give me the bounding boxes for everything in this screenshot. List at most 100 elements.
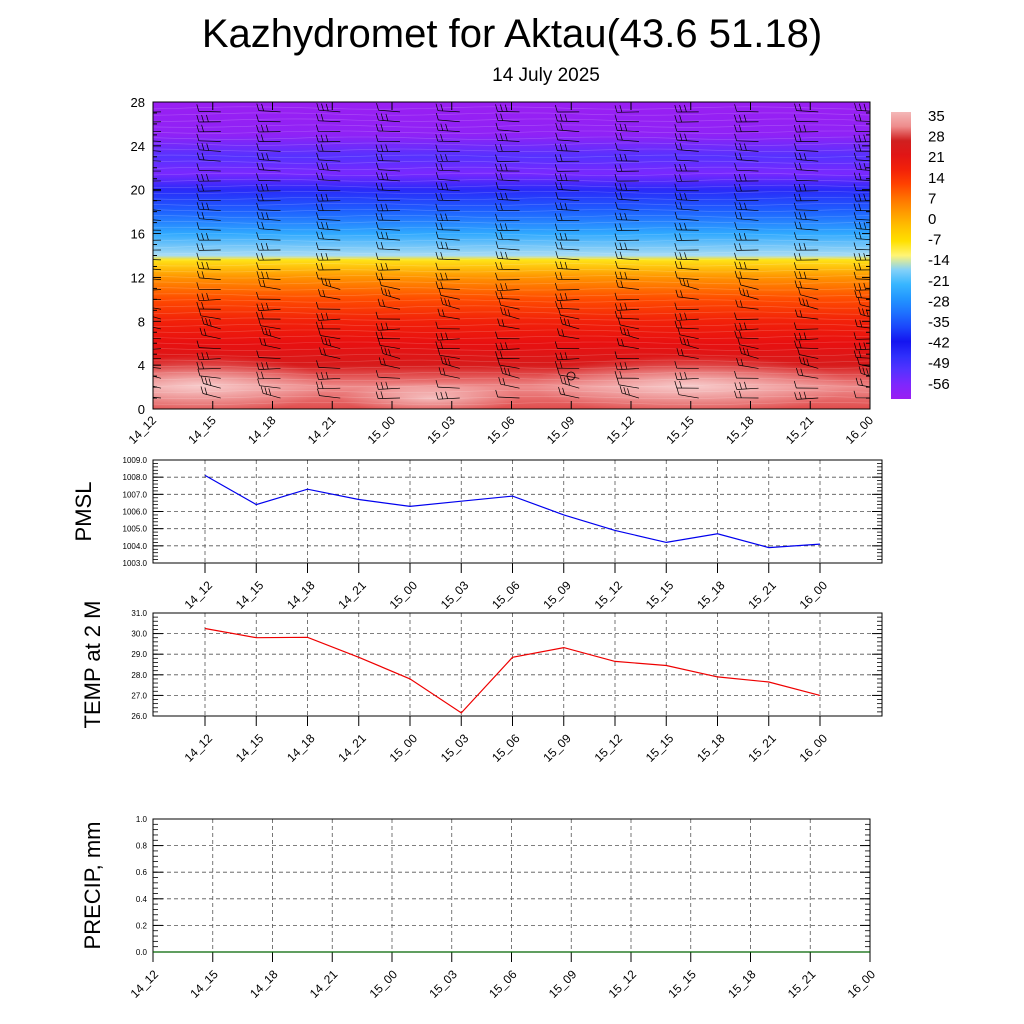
wind-barb — [674, 312, 699, 321]
wind-barb — [614, 351, 640, 359]
wind-barb-flag — [554, 213, 558, 221]
wind-barb-flag — [435, 193, 439, 201]
wind-barb — [679, 336, 699, 350]
wind-barb-flag — [858, 144, 862, 152]
wind-barb-flag — [265, 243, 269, 251]
wind-barb-shaft — [318, 238, 341, 241]
wind-barb-flag — [440, 213, 443, 221]
wind-barb-flag — [435, 182, 439, 190]
wind-barb-flag — [315, 194, 319, 202]
wind-barb-flag — [858, 103, 862, 111]
wind-barb — [375, 272, 401, 280]
wind-barb — [853, 332, 870, 340]
wind-barb-flag — [147, 193, 149, 200]
wind-barb — [614, 174, 640, 182]
wind-barb-flag — [734, 184, 737, 192]
wind-barb-flag — [260, 243, 264, 251]
wind-barb-shaft — [856, 179, 870, 181]
contour-line — [153, 323, 870, 327]
wind-barb — [614, 153, 640, 162]
wind-barb-flag — [435, 321, 439, 329]
wind-barb-flag — [147, 252, 149, 259]
wind-barb — [858, 307, 870, 318]
wind-barb — [259, 337, 281, 350]
wind-barb-flag — [794, 332, 797, 341]
wind-barb-flag — [564, 202, 568, 211]
wind-barb-flag — [674, 163, 678, 172]
wind-barb — [674, 142, 699, 152]
wind-barb — [196, 233, 221, 241]
wind-barb-shaft — [378, 228, 401, 231]
wind-barb — [554, 213, 580, 221]
wind-barb-flag — [500, 232, 503, 240]
wind-barb-flag — [738, 173, 742, 182]
wind-barb — [793, 243, 819, 251]
wind-barb-flag — [440, 272, 443, 280]
wind-barb-flag — [793, 202, 797, 210]
wind-barb-shaft — [497, 247, 520, 251]
wind-barb-shaft — [856, 357, 870, 359]
wind-barb — [376, 162, 401, 172]
wind-barb-flag — [559, 361, 563, 369]
wind-barb-shaft — [318, 367, 341, 369]
wind-barb-flag — [256, 162, 260, 170]
wind-barb-shaft — [498, 188, 520, 192]
wind-barb-flag — [201, 143, 205, 151]
wind-barb-shaft — [562, 382, 580, 389]
x-tick-label: 15_03 — [426, 967, 460, 1001]
contour-line — [153, 281, 870, 285]
wind-barb-flag — [505, 251, 508, 260]
wind-barb-flag — [502, 377, 506, 386]
colorbar-label: -35 — [928, 314, 950, 331]
wind-barb-shaft — [263, 392, 281, 399]
wind-barb-flag — [266, 153, 269, 161]
contour-line — [153, 233, 870, 237]
wind-barb-flag — [744, 381, 747, 389]
wind-barb-flag — [138, 261, 140, 268]
wind-barb-shaft — [198, 368, 221, 370]
wind-barb — [196, 352, 221, 361]
wind-barb-flag — [504, 283, 508, 291]
wind-barb — [256, 152, 281, 162]
wind-barb — [495, 272, 520, 281]
wind-barb-flag — [504, 133, 508, 141]
wind-barb-shaft — [153, 289, 162, 291]
wind-barb-flag — [321, 103, 324, 111]
wind-barb-shaft — [617, 219, 640, 221]
wind-barb-flag — [619, 251, 623, 259]
wind-barb-shaft — [318, 377, 341, 380]
wind-barb-shaft — [198, 140, 221, 142]
wind-barb — [734, 114, 759, 123]
wind-barb-shaft — [557, 129, 580, 132]
wind-barb — [615, 251, 640, 261]
wind-barb-flag — [619, 183, 623, 191]
x-tick-label: 15_12 — [592, 578, 626, 612]
wind-barb-flag — [555, 293, 558, 301]
wind-barb-flag — [376, 231, 379, 239]
wind-barb — [793, 193, 819, 202]
wind-barb-flag — [320, 134, 324, 142]
wind-barb — [675, 289, 699, 300]
x-tick-label: 15_18 — [725, 967, 759, 1001]
wind-barb-flag — [793, 322, 797, 330]
wind-barb — [256, 271, 281, 280]
wind-barb — [554, 232, 580, 241]
wind-barb-flag — [201, 352, 205, 360]
contour-line — [153, 263, 870, 267]
wind-barb — [853, 203, 870, 211]
wind-barb-flag — [736, 358, 739, 366]
wind-barb-flag — [559, 202, 563, 210]
wind-barb-flag — [858, 342, 862, 350]
wind-barb-flag — [375, 331, 379, 339]
wind-barb — [315, 242, 341, 251]
wind-barb-flag — [440, 134, 443, 142]
wind-barb — [435, 163, 460, 172]
wind-barb-flag — [141, 377, 143, 384]
wind-barb-shaft — [258, 218, 281, 221]
wind-barb-shaft — [153, 140, 162, 142]
wind-barb-shaft — [497, 348, 520, 351]
wind-barb — [555, 191, 580, 202]
x-tick-label: 14_15 — [233, 578, 267, 612]
wind-barb-flag — [734, 211, 738, 219]
wind-barb-flag — [323, 348, 326, 356]
